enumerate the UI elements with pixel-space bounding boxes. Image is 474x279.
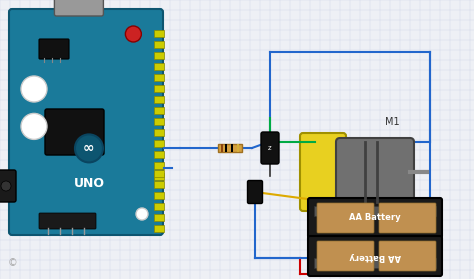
FancyBboxPatch shape [55,0,103,16]
Text: AA Battery: AA Battery [349,251,401,261]
Bar [154,118,164,125]
FancyBboxPatch shape [9,9,163,235]
Circle shape [75,134,103,162]
FancyBboxPatch shape [300,133,346,211]
FancyBboxPatch shape [317,203,374,233]
Bar [154,214,164,222]
Bar [154,151,164,158]
FancyBboxPatch shape [317,241,374,271]
Bar [225,144,228,152]
Bar [154,181,164,188]
FancyBboxPatch shape [45,109,104,155]
FancyBboxPatch shape [308,198,442,238]
Text: ©: © [8,258,18,268]
FancyBboxPatch shape [39,39,69,59]
Bar [314,258,436,268]
Bar [154,41,164,48]
Circle shape [21,113,47,140]
Bar [154,74,164,81]
Bar [221,144,224,152]
FancyBboxPatch shape [247,181,263,203]
Bar [154,203,164,210]
Circle shape [21,76,47,102]
Bar [154,129,164,136]
Bar [154,30,164,37]
Circle shape [136,208,148,220]
Bar [154,173,164,180]
Bar [154,193,164,199]
Bar [154,96,164,103]
Bar [314,206,436,216]
Bar [154,162,164,169]
FancyBboxPatch shape [336,138,414,206]
Text: M1: M1 [385,117,400,127]
FancyBboxPatch shape [379,203,436,233]
Bar [154,52,164,59]
Bar [154,85,164,92]
Text: z: z [268,145,272,151]
Text: ∞: ∞ [83,141,95,155]
FancyBboxPatch shape [379,241,436,271]
FancyBboxPatch shape [308,236,442,276]
Text: AA Battery: AA Battery [349,213,401,222]
Circle shape [125,26,141,42]
Bar [154,140,164,147]
Text: UNO: UNO [73,177,104,190]
Bar [154,225,164,232]
Bar [237,144,239,152]
FancyBboxPatch shape [39,213,96,229]
Circle shape [1,181,11,191]
Bar [231,144,234,152]
Bar [218,144,242,152]
Bar [154,107,164,114]
FancyBboxPatch shape [261,132,279,164]
FancyBboxPatch shape [0,170,16,202]
Bar [154,63,164,70]
Bar [154,170,164,177]
